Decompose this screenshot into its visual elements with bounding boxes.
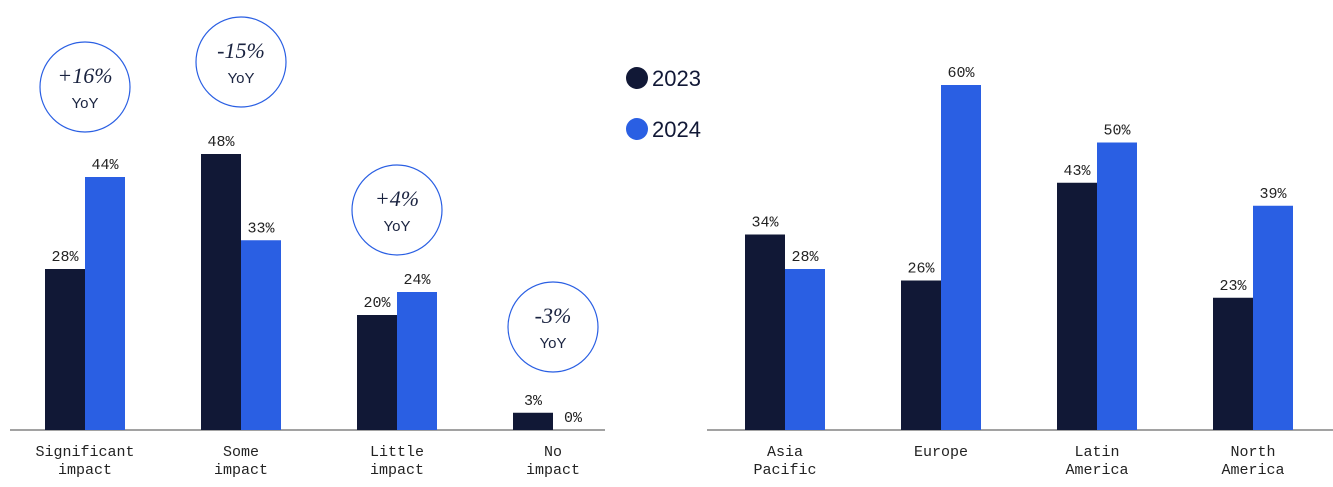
legend-label: 2024	[652, 117, 701, 142]
bar	[941, 85, 981, 430]
value-label: 28%	[791, 249, 819, 266]
value-label: 23%	[1219, 278, 1247, 295]
bar	[1213, 297, 1253, 430]
annotation-text: +4%	[375, 186, 419, 211]
annotation-circle	[351, 164, 443, 256]
value-label: 24%	[403, 272, 431, 289]
bar	[357, 315, 397, 430]
annotation-circle	[39, 41, 131, 133]
bar	[85, 177, 125, 430]
value-label: 26%	[907, 261, 935, 278]
legend-swatch	[626, 118, 648, 140]
annotation-text: -3%	[535, 303, 572, 328]
x-tick-label: No impact	[526, 444, 581, 479]
annotation-subtext: YoY	[540, 335, 567, 352]
annotation-subtext: YoY	[228, 70, 255, 87]
legend-label: 2023	[652, 66, 701, 91]
bar	[201, 154, 241, 430]
bar	[1253, 205, 1293, 430]
value-label: 0%	[564, 410, 583, 427]
bar	[745, 234, 785, 430]
x-tick-label: Latin America	[1065, 444, 1129, 479]
legend-swatch	[626, 67, 648, 89]
value-label: 48%	[207, 134, 235, 151]
value-label: 28%	[51, 249, 79, 266]
bar	[785, 269, 825, 430]
bar	[513, 412, 553, 430]
x-tick-label: Europe	[913, 444, 969, 461]
bar	[1057, 182, 1097, 430]
value-label: 43%	[1063, 163, 1091, 180]
x-tick-label: Significant impact	[35, 444, 135, 479]
bar	[901, 280, 941, 430]
x-tick-label: Asia Pacific	[753, 444, 817, 479]
value-label: 20%	[363, 295, 391, 312]
x-tick-label: Some impact	[213, 444, 269, 479]
value-label: 3%	[524, 393, 543, 410]
bar	[1097, 142, 1137, 430]
annotation-text: -15%	[217, 38, 265, 63]
value-label: 33%	[247, 220, 275, 237]
x-tick-label: Little impact	[369, 444, 425, 479]
bar	[45, 269, 85, 430]
value-label: 50%	[1103, 123, 1131, 140]
annotation-subtext: YoY	[72, 95, 99, 112]
bar	[241, 240, 281, 430]
annotation-text: +16%	[57, 63, 112, 88]
value-label: 60%	[947, 65, 975, 82]
value-label: 44%	[91, 157, 119, 174]
bar	[397, 292, 437, 430]
value-label: 34%	[751, 215, 779, 232]
value-label: 39%	[1259, 186, 1287, 203]
annotation-circle	[195, 16, 287, 108]
annotation-circle	[507, 281, 599, 373]
annotation-subtext: YoY	[384, 218, 411, 235]
x-tick-label: North America	[1221, 444, 1285, 479]
